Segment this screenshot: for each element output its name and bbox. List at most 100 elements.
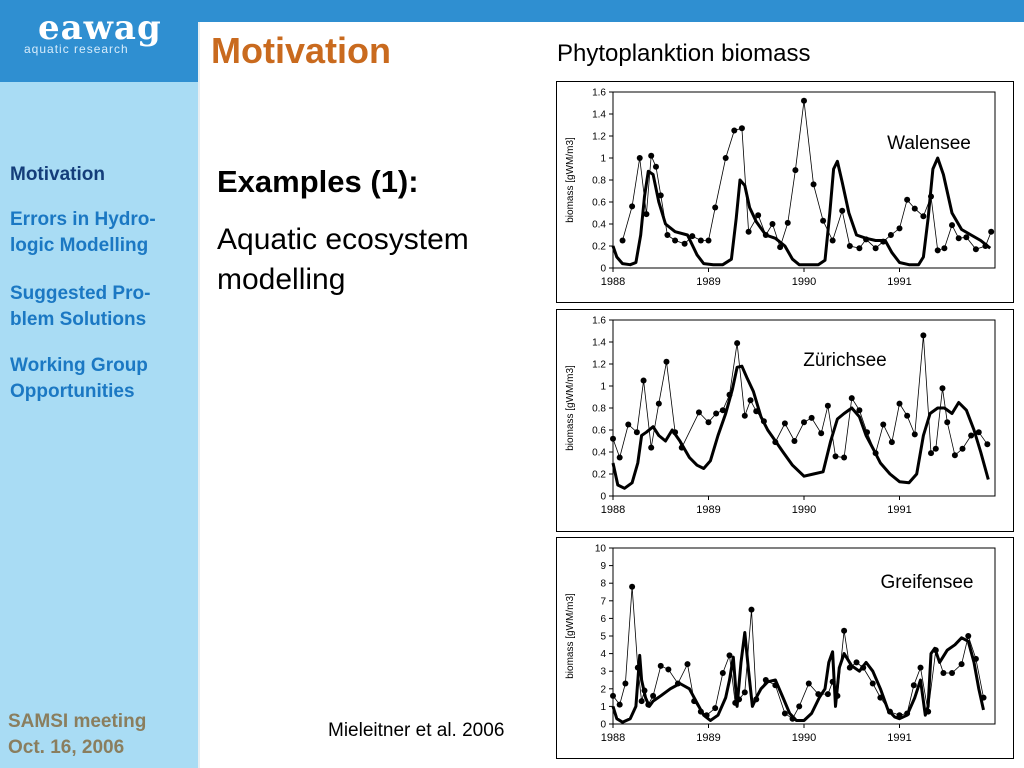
x-tick-label: 1990 (792, 732, 816, 744)
figure-title: Phytoplanktion biomass (557, 40, 811, 67)
observed-point (712, 705, 719, 712)
series-observed-line (622, 100, 992, 251)
y-tick-label: 0 (600, 720, 606, 731)
y-tick-label: 7 (600, 596, 606, 607)
lake-label: Greifensee (881, 572, 974, 593)
observed-point (841, 454, 848, 461)
y-tick-label: 1.6 (592, 88, 606, 99)
observed-point (888, 439, 895, 446)
y-tick-label: 1 (600, 702, 606, 713)
observed-point (984, 441, 991, 448)
observed-point (968, 432, 975, 439)
observed-point (616, 701, 623, 708)
series-model-line (611, 364, 990, 490)
observed-point (869, 680, 876, 687)
y-tick-label: 1.6 (592, 316, 606, 327)
y-tick-label: 1.4 (592, 338, 606, 349)
observed-point (818, 430, 825, 437)
observed-point (652, 163, 659, 170)
observed-point (832, 453, 839, 460)
observed-point (648, 444, 655, 451)
observed-point (824, 691, 831, 698)
y-tick-label: 10 (595, 544, 607, 555)
observed-point (955, 235, 962, 242)
x-tick-label: 1991 (887, 732, 911, 744)
observed-point (820, 217, 827, 224)
observed-point (748, 606, 755, 613)
sidebar-item-errors-hydrologic-modelling[interactable]: Errors in Hydro- logic Modelling (10, 209, 156, 256)
observed-point (629, 203, 636, 210)
y-tick-label: 0.4 (592, 448, 606, 459)
y-tick-label: 4 (600, 649, 606, 660)
observed-point (643, 211, 650, 218)
observed-point (712, 204, 719, 211)
x-tick-label: 1989 (696, 276, 720, 288)
x-tick-label: 1988 (601, 732, 625, 744)
observed-point (934, 247, 941, 254)
observed-point (664, 232, 671, 238)
observed-point (734, 340, 741, 347)
observed-point (932, 445, 939, 452)
example-title: Examples (1): (217, 164, 419, 199)
observed-point (697, 237, 704, 244)
observed-point (650, 692, 657, 699)
y-tick-label: 1 (600, 154, 606, 165)
x-tick-label: 1991 (887, 504, 911, 516)
sidebar-item-working-group-opportunities[interactable]: Working Group Opportunities (10, 355, 148, 402)
eawag-logo: eawag aquatic research (0, 0, 198, 82)
observed-point (824, 402, 831, 409)
y-tick-label: 0.8 (592, 176, 606, 187)
observed-point (920, 332, 927, 339)
chart-greifensee: 0 1 2 3 4 5 6 7 8 9 10 1988 1989 1990 1991 biomass [gWM… (556, 537, 1014, 759)
y-tick-label: 1 (600, 382, 606, 393)
observed-point (911, 205, 918, 212)
observed-point (841, 627, 848, 634)
sidebar-item-suggested-problem-solutions[interactable]: Suggested Pro- blem Solutions (10, 283, 151, 330)
observed-point (958, 661, 965, 668)
observed-point (781, 710, 788, 717)
observed-point (745, 228, 752, 235)
x-tick-label: 1988 (601, 276, 625, 288)
observed-point (633, 429, 640, 436)
y-tick-label: 1.2 (592, 132, 606, 143)
lake-label: Zürichsee (803, 350, 886, 371)
observed-point (963, 234, 970, 241)
header-bar (198, 0, 1024, 22)
series-observed-line (612, 335, 988, 459)
y-tick-label: 3 (600, 667, 606, 678)
x-tick-label: 1988 (601, 504, 625, 516)
observed-point (616, 454, 623, 461)
observed-point (808, 414, 815, 421)
observed-point (741, 689, 748, 696)
observed-point (655, 400, 662, 407)
observed-point (777, 244, 784, 251)
observed-point (959, 445, 966, 452)
lake-label: Walensee (887, 133, 971, 154)
observed-point (939, 385, 946, 392)
observed-point (975, 429, 982, 436)
observed-point (920, 213, 927, 220)
observed-point (910, 682, 917, 689)
observed-point (622, 680, 629, 687)
observed-point (880, 421, 887, 428)
observed-point (988, 228, 995, 235)
y-tick-label: 0.2 (592, 242, 606, 253)
observed-point (784, 219, 791, 226)
observed-point (695, 409, 702, 416)
observed-point (949, 669, 956, 676)
observed-point (887, 232, 894, 238)
observed-point (896, 400, 903, 407)
content-divider (198, 22, 200, 768)
series-model-line (611, 631, 985, 724)
observed-point (625, 421, 632, 428)
observed-point (965, 633, 972, 639)
chart-svg: 0 0.2 0.4 0.6 0.8 1 1.2 1.4 1.6 1988 1989 1990 1991 b… (565, 88, 996, 288)
observed-point (856, 245, 863, 252)
observed-point (856, 407, 863, 414)
x-tick-label: 1990 (792, 504, 816, 516)
observed-point (911, 431, 918, 438)
observed-point (805, 680, 812, 687)
sidebar-item-motivation[interactable]: Motivation (10, 164, 105, 185)
observed-point (705, 237, 712, 244)
observed-point (684, 661, 691, 668)
